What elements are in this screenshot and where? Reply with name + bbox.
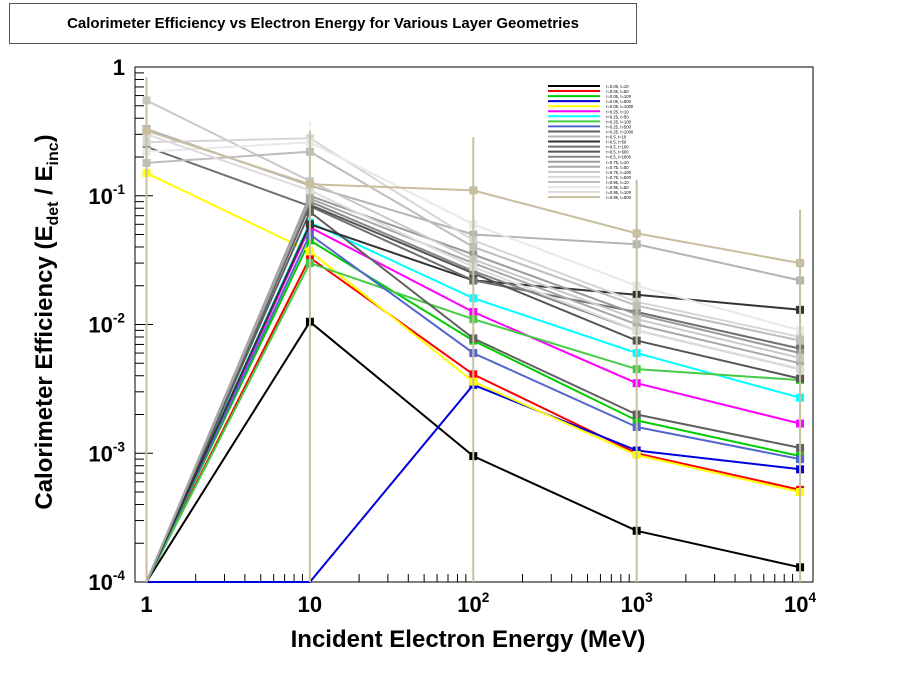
legend-label: r=0.95, t=500 xyxy=(606,195,632,200)
chart-title: Calorimeter Efficiency vs Electron Energ… xyxy=(9,3,637,44)
x-tick-label: 102 xyxy=(457,590,489,617)
x-tick-label: 104 xyxy=(784,590,816,617)
data-point xyxy=(468,185,478,195)
legend-label: r=0.95, t=10 xyxy=(606,180,629,185)
y-tick-label: 10-3 xyxy=(88,439,125,466)
series-layer xyxy=(142,77,805,583)
data-point xyxy=(142,126,152,136)
data-point xyxy=(795,258,805,268)
legend-label: r=0.75, t=10 xyxy=(606,160,629,165)
legend-label: r=0.75, t=100 xyxy=(606,170,632,175)
legend-label: r=0.05, t=100 xyxy=(606,94,632,99)
y-tick-label: 10-4 xyxy=(88,568,125,595)
y-axis-label: Calorimeter Efficiency (Edet / Einc) xyxy=(31,134,62,509)
legend-label: r=0.25, t=500 xyxy=(606,124,632,129)
y-tick-label: 10-2 xyxy=(88,311,125,338)
legend: r=0.05, t=10r=0.05, t=50r=0.05, t=100r=0… xyxy=(548,84,634,200)
legend-label: r=0.95, t=100 xyxy=(606,190,632,195)
axes-group: 1 10 102 103 104 1 10-1 10-2 10-3 10-4 xyxy=(88,55,816,617)
legend-label: r=0.05, t=500 xyxy=(606,99,632,104)
x-tick-label: 1 xyxy=(140,592,152,617)
legend-label: r=0.5, t=10 xyxy=(606,135,627,140)
legend-label: r=0.05, t=10 xyxy=(606,84,629,89)
legend-label: r=0.75, t=500 xyxy=(606,175,632,180)
legend-label: r=0.5, t=100 xyxy=(606,145,629,150)
x-tick-label: 10 xyxy=(298,592,322,617)
legend-label: r=0.05, t=1000 xyxy=(606,104,634,109)
x-tick-label: 103 xyxy=(621,590,653,617)
legend-label: r=0.05, t=50 xyxy=(606,89,629,94)
data-point xyxy=(632,228,642,238)
legend-label: r=0.75, t=50 xyxy=(606,165,629,170)
axis-labels: Incident Electron Energy (MeV) Calorimete… xyxy=(31,134,645,653)
legend-label: r=0.5, t=50 xyxy=(606,140,627,145)
legend-label: r=0.25, t=10 xyxy=(606,109,629,114)
legend-label: r=0.25, t=1000 xyxy=(606,129,634,134)
y-tick-label: 10-1 xyxy=(88,182,125,209)
legend-label: r=0.5, t=1000 xyxy=(606,155,632,160)
legend-label: r=0.25, t=50 xyxy=(606,114,629,119)
legend-label: r=0.5, t=500 xyxy=(606,150,629,155)
data-point xyxy=(305,179,315,189)
legend-label: r=0.95, t=50 xyxy=(606,185,629,190)
y-tick-label: 1 xyxy=(113,55,125,80)
x-axis-label: Incident Electron Energy (MeV) xyxy=(291,626,646,653)
legend-label: r=0.25, t=100 xyxy=(606,119,632,124)
